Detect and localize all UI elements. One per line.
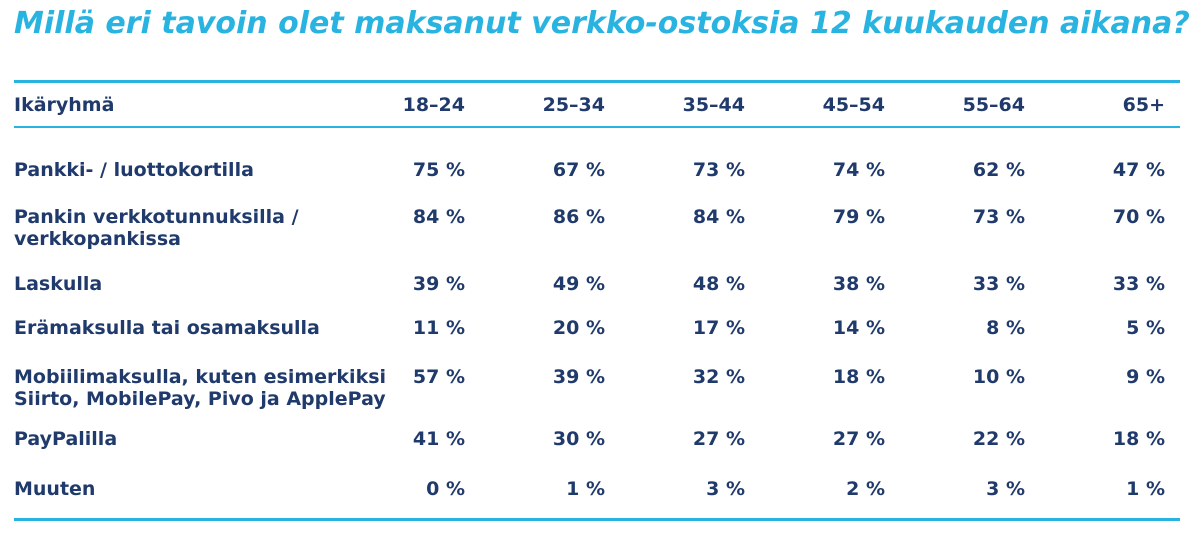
table-cell-value: 27 % — [832, 428, 885, 450]
table-cell-value: 8 % — [986, 317, 1025, 339]
table-cell-value: 41 % — [412, 428, 465, 450]
table-cell-value: 17 % — [692, 317, 745, 339]
table-cell-value: 1 % — [1126, 478, 1165, 500]
table-cell-value: 74 % — [832, 159, 885, 181]
table-cell-value: 27 % — [692, 428, 745, 450]
table-cell-value: 38 % — [832, 273, 885, 295]
row-label: Pankki- / luottokortilla — [14, 159, 254, 181]
table-cell-value: 11 % — [412, 317, 465, 339]
top-rule — [14, 80, 1180, 83]
table-header-label: Ikäryhmä — [14, 94, 115, 116]
bottom-rule — [14, 518, 1180, 521]
table-cell-value: 3 % — [706, 478, 745, 500]
table-cell-value: 22 % — [972, 428, 1025, 450]
table-cell-value: 67 % — [552, 159, 605, 181]
table-cell-value: 3 % — [986, 478, 1025, 500]
table-cell-value: 79 % — [832, 206, 885, 228]
column-header: 18–24 — [402, 94, 465, 116]
table-cell-value: 86 % — [552, 206, 605, 228]
row-label: Mobiilimaksulla, kuten esimerkiksi — [14, 366, 387, 388]
row-label: verkkopankissa — [14, 228, 181, 250]
table-cell-value: 49 % — [552, 273, 605, 295]
column-header: 25–34 — [542, 94, 605, 116]
table-cell-value: 48 % — [692, 273, 745, 295]
column-header: 55–64 — [962, 94, 1025, 116]
column-header: 45–54 — [822, 94, 885, 116]
table-cell-value: 1 % — [566, 478, 605, 500]
row-label: Erämaksulla tai osamaksulla — [14, 317, 320, 339]
table-cell-value: 0 % — [426, 478, 465, 500]
column-header: 35–44 — [682, 94, 745, 116]
table-cell-value: 18 % — [1112, 428, 1165, 450]
table-cell-value: 39 % — [552, 366, 605, 388]
table-cell-value: 39 % — [412, 273, 465, 295]
table-cell-value: 33 % — [1112, 273, 1165, 295]
table-cell-value: 30 % — [552, 428, 605, 450]
row-label: Muuten — [14, 478, 96, 500]
table-cell-value: 70 % — [1112, 206, 1165, 228]
table-cell-value: 62 % — [972, 159, 1025, 181]
table-cell-value: 20 % — [552, 317, 605, 339]
table-cell-value: 2 % — [846, 478, 885, 500]
row-label: Laskulla — [14, 273, 103, 295]
table-cell-value: 47 % — [1112, 159, 1165, 181]
table-cell-value: 73 % — [972, 206, 1025, 228]
table-cell-value: 18 % — [832, 366, 885, 388]
table-cell-value: 75 % — [412, 159, 465, 181]
table-cell-value: 57 % — [412, 366, 465, 388]
table-cell-value: 84 % — [412, 206, 465, 228]
row-label: PayPalilla — [14, 428, 118, 450]
row-label: Pankin verkkotunnuksilla / — [14, 206, 299, 228]
row-label: Siirto, MobilePay, Pivo ja ApplePay — [14, 388, 386, 410]
column-header: 65+ — [1122, 94, 1165, 116]
header-rule — [14, 126, 1180, 128]
table-cell-value: 9 % — [1126, 366, 1165, 388]
table-cell-value: 84 % — [692, 206, 745, 228]
table-cell-value: 73 % — [692, 159, 745, 181]
table-cell-value: 5 % — [1126, 317, 1165, 339]
table-cell-value: 14 % — [832, 317, 885, 339]
chart-title: Millä eri tavoin olet maksanut verkko-os… — [14, 6, 1190, 41]
table-cell-value: 32 % — [692, 366, 745, 388]
table-cell-value: 10 % — [972, 366, 1025, 388]
table-cell-value: 33 % — [972, 273, 1025, 295]
